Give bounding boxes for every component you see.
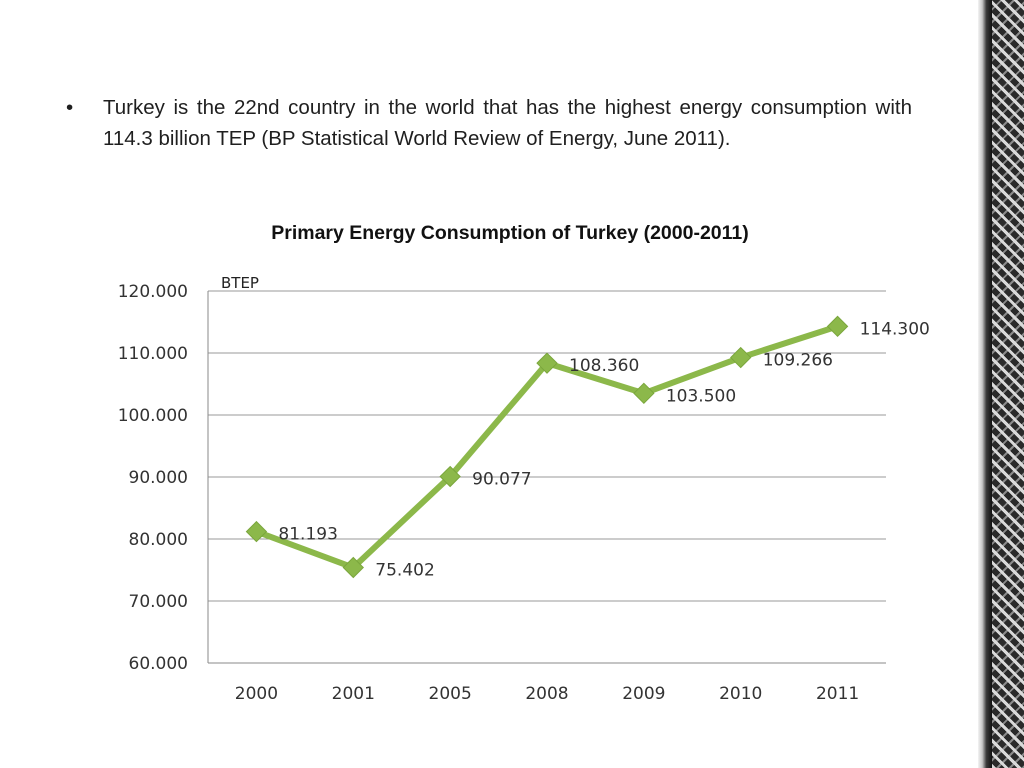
data-label: 108.360: [569, 356, 639, 376]
bullet-point: • Turkey is the 22nd country in the worl…: [66, 92, 912, 154]
x-tick-label: 2009: [622, 684, 665, 704]
data-label: 103.500: [666, 386, 736, 406]
y-tick-label: 90.000: [129, 468, 188, 488]
x-tick-label: 2001: [332, 684, 375, 704]
data-point-marker: [536, 352, 558, 374]
slide-edge-pattern: [992, 0, 1024, 768]
unit-label: BTEP: [221, 274, 259, 292]
axes: [207, 291, 886, 664]
bullet-dot: •: [66, 96, 74, 119]
data-label: 109.266: [763, 351, 833, 371]
x-tick-label: 2008: [525, 684, 568, 704]
y-tick-label: 70.000: [129, 592, 188, 612]
y-tick-label: 100.000: [118, 406, 188, 426]
y-tick-label: 60.000: [129, 654, 188, 674]
data-label: 75.402: [375, 561, 434, 581]
chart-title: Primary Energy Consumption of Turkey (20…: [271, 222, 749, 244]
bullet-text: Turkey is the 22nd country in the world …: [103, 96, 912, 150]
data-label: 81.193: [278, 525, 337, 545]
y-tick-labels: 120.000 110.000 100.000 90.000 80.000 70.000 6…: [118, 282, 188, 674]
y-tick-label: 120.000: [118, 282, 188, 302]
line-chart: 120.000 110.000 100.000 90.000 80.000 70.000 6…: [118, 274, 930, 704]
y-tick-label: 80.000: [129, 530, 188, 550]
data-point-marker: [633, 382, 655, 405]
data-labels: 81.193 75.402 90.077 108.360 103.500 109.266 1…: [278, 319, 929, 580]
grid-lines: [208, 290, 886, 602]
data-point-marker: [342, 556, 364, 579]
x-tick-label: 2011: [816, 684, 859, 704]
x-tick-label: 2010: [719, 684, 762, 704]
data-point-marker: [730, 346, 752, 369]
data-point-marker: [439, 465, 461, 488]
x-tick-labels: 2000 2001 2005 2008 2009 2010 2011: [235, 684, 859, 704]
data-label: 114.300: [860, 319, 930, 339]
data-point-marker: [826, 315, 849, 338]
slide-edge-shadow: [978, 0, 992, 768]
y-tick-label: 110.000: [118, 344, 188, 364]
series-markers: [245, 315, 849, 579]
x-tick-label: 2005: [429, 684, 472, 704]
data-point-marker: [245, 520, 268, 543]
data-label: 90.077: [472, 470, 531, 490]
x-tick-label: 2000: [235, 684, 278, 704]
